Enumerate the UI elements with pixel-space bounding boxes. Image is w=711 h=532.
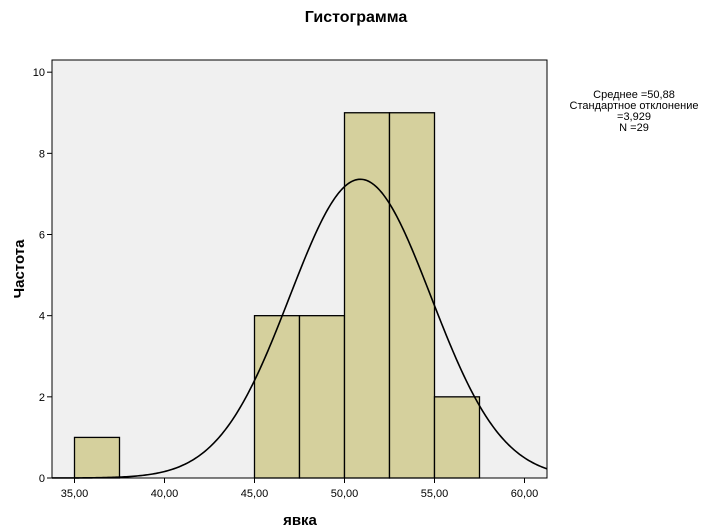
histogram-bar <box>388 112 436 479</box>
x-tick-label: 50,00 <box>331 488 359 500</box>
y-tick-label: 6 <box>39 230 45 242</box>
x-tick-label: 55,00 <box>421 488 449 500</box>
y-axis: 0 2 4 6 8 10 <box>33 67 52 485</box>
y-tick-label: 8 <box>39 148 45 160</box>
stats-line: Стандартное отклонение <box>570 100 699 112</box>
x-tick-label: 40,00 <box>151 488 179 500</box>
y-tick-label: 2 <box>39 392 45 404</box>
x-tick-label: 60,00 <box>511 488 539 500</box>
histogram-bar <box>298 315 346 479</box>
histogram-bars <box>73 112 481 479</box>
histogram-bar <box>343 112 391 479</box>
histogram-bar <box>73 436 121 479</box>
y-tick-label: 4 <box>39 311 45 323</box>
histogram-bar <box>253 315 301 479</box>
chart-title: Гистограмма <box>305 9 408 26</box>
stats-line: N =29 <box>619 122 649 134</box>
stats-line: =3,929 <box>617 111 651 123</box>
x-tick-label: 45,00 <box>241 488 269 500</box>
normal-curve <box>52 178 548 479</box>
x-axis-label: явка <box>283 512 317 529</box>
x-axis: 35,00 40,00 45,00 50,00 55,00 60,00 <box>61 478 539 500</box>
histogram-bar <box>433 396 481 479</box>
stats-line: Среднее =50,88 <box>593 89 675 101</box>
plot-area <box>51 59 548 479</box>
y-axis-label: Частота <box>11 239 28 299</box>
x-tick-label: 35,00 <box>61 488 89 500</box>
y-tick-label: 0 <box>39 473 45 485</box>
y-tick-label: 10 <box>33 67 45 79</box>
